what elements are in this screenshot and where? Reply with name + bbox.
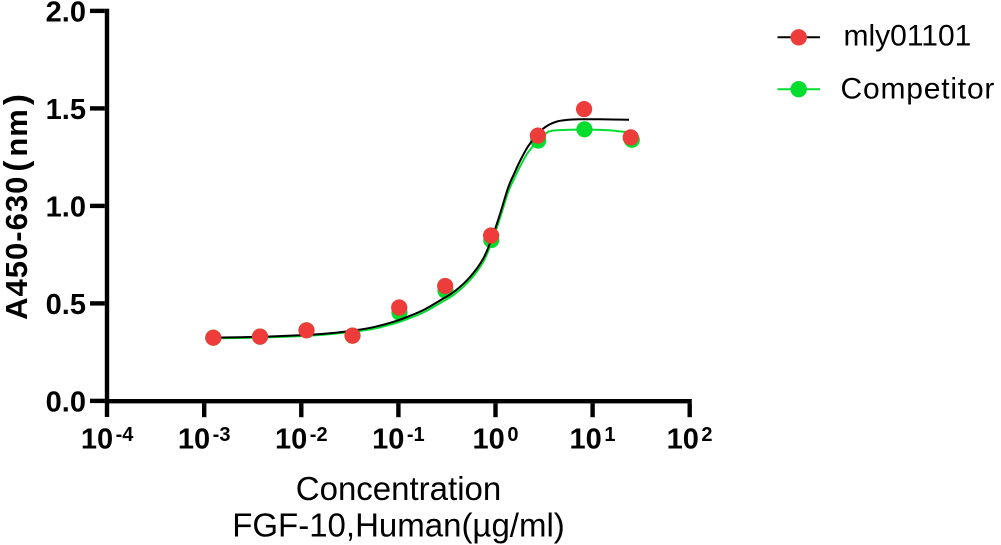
svg-text:mly01101: mly01101 — [844, 20, 972, 53]
svg-text:1.0: 1.0 — [46, 191, 86, 223]
svg-text:Concentration: Concentration — [296, 470, 501, 507]
svg-text:10-2: 10 -2 — [275, 424, 328, 456]
svg-text:0.5: 0.5 — [46, 289, 86, 321]
svg-text:2.0: 2.0 — [46, 0, 86, 28]
svg-text:FGF-10,Human(µg/ml): FGF-10,Human(µg/ml) — [232, 506, 565, 543]
svg-text:1.5: 1.5 — [46, 94, 86, 126]
svg-text:Competitor: Competitor — [841, 73, 996, 106]
svg-text:A450-630(nm): A450-630(nm) — [0, 93, 34, 320]
svg-text:10-3: 10 -3 — [178, 424, 231, 456]
svg-text:0.0: 0.0 — [46, 386, 86, 418]
svg-text:101: 10 1 — [570, 424, 616, 456]
